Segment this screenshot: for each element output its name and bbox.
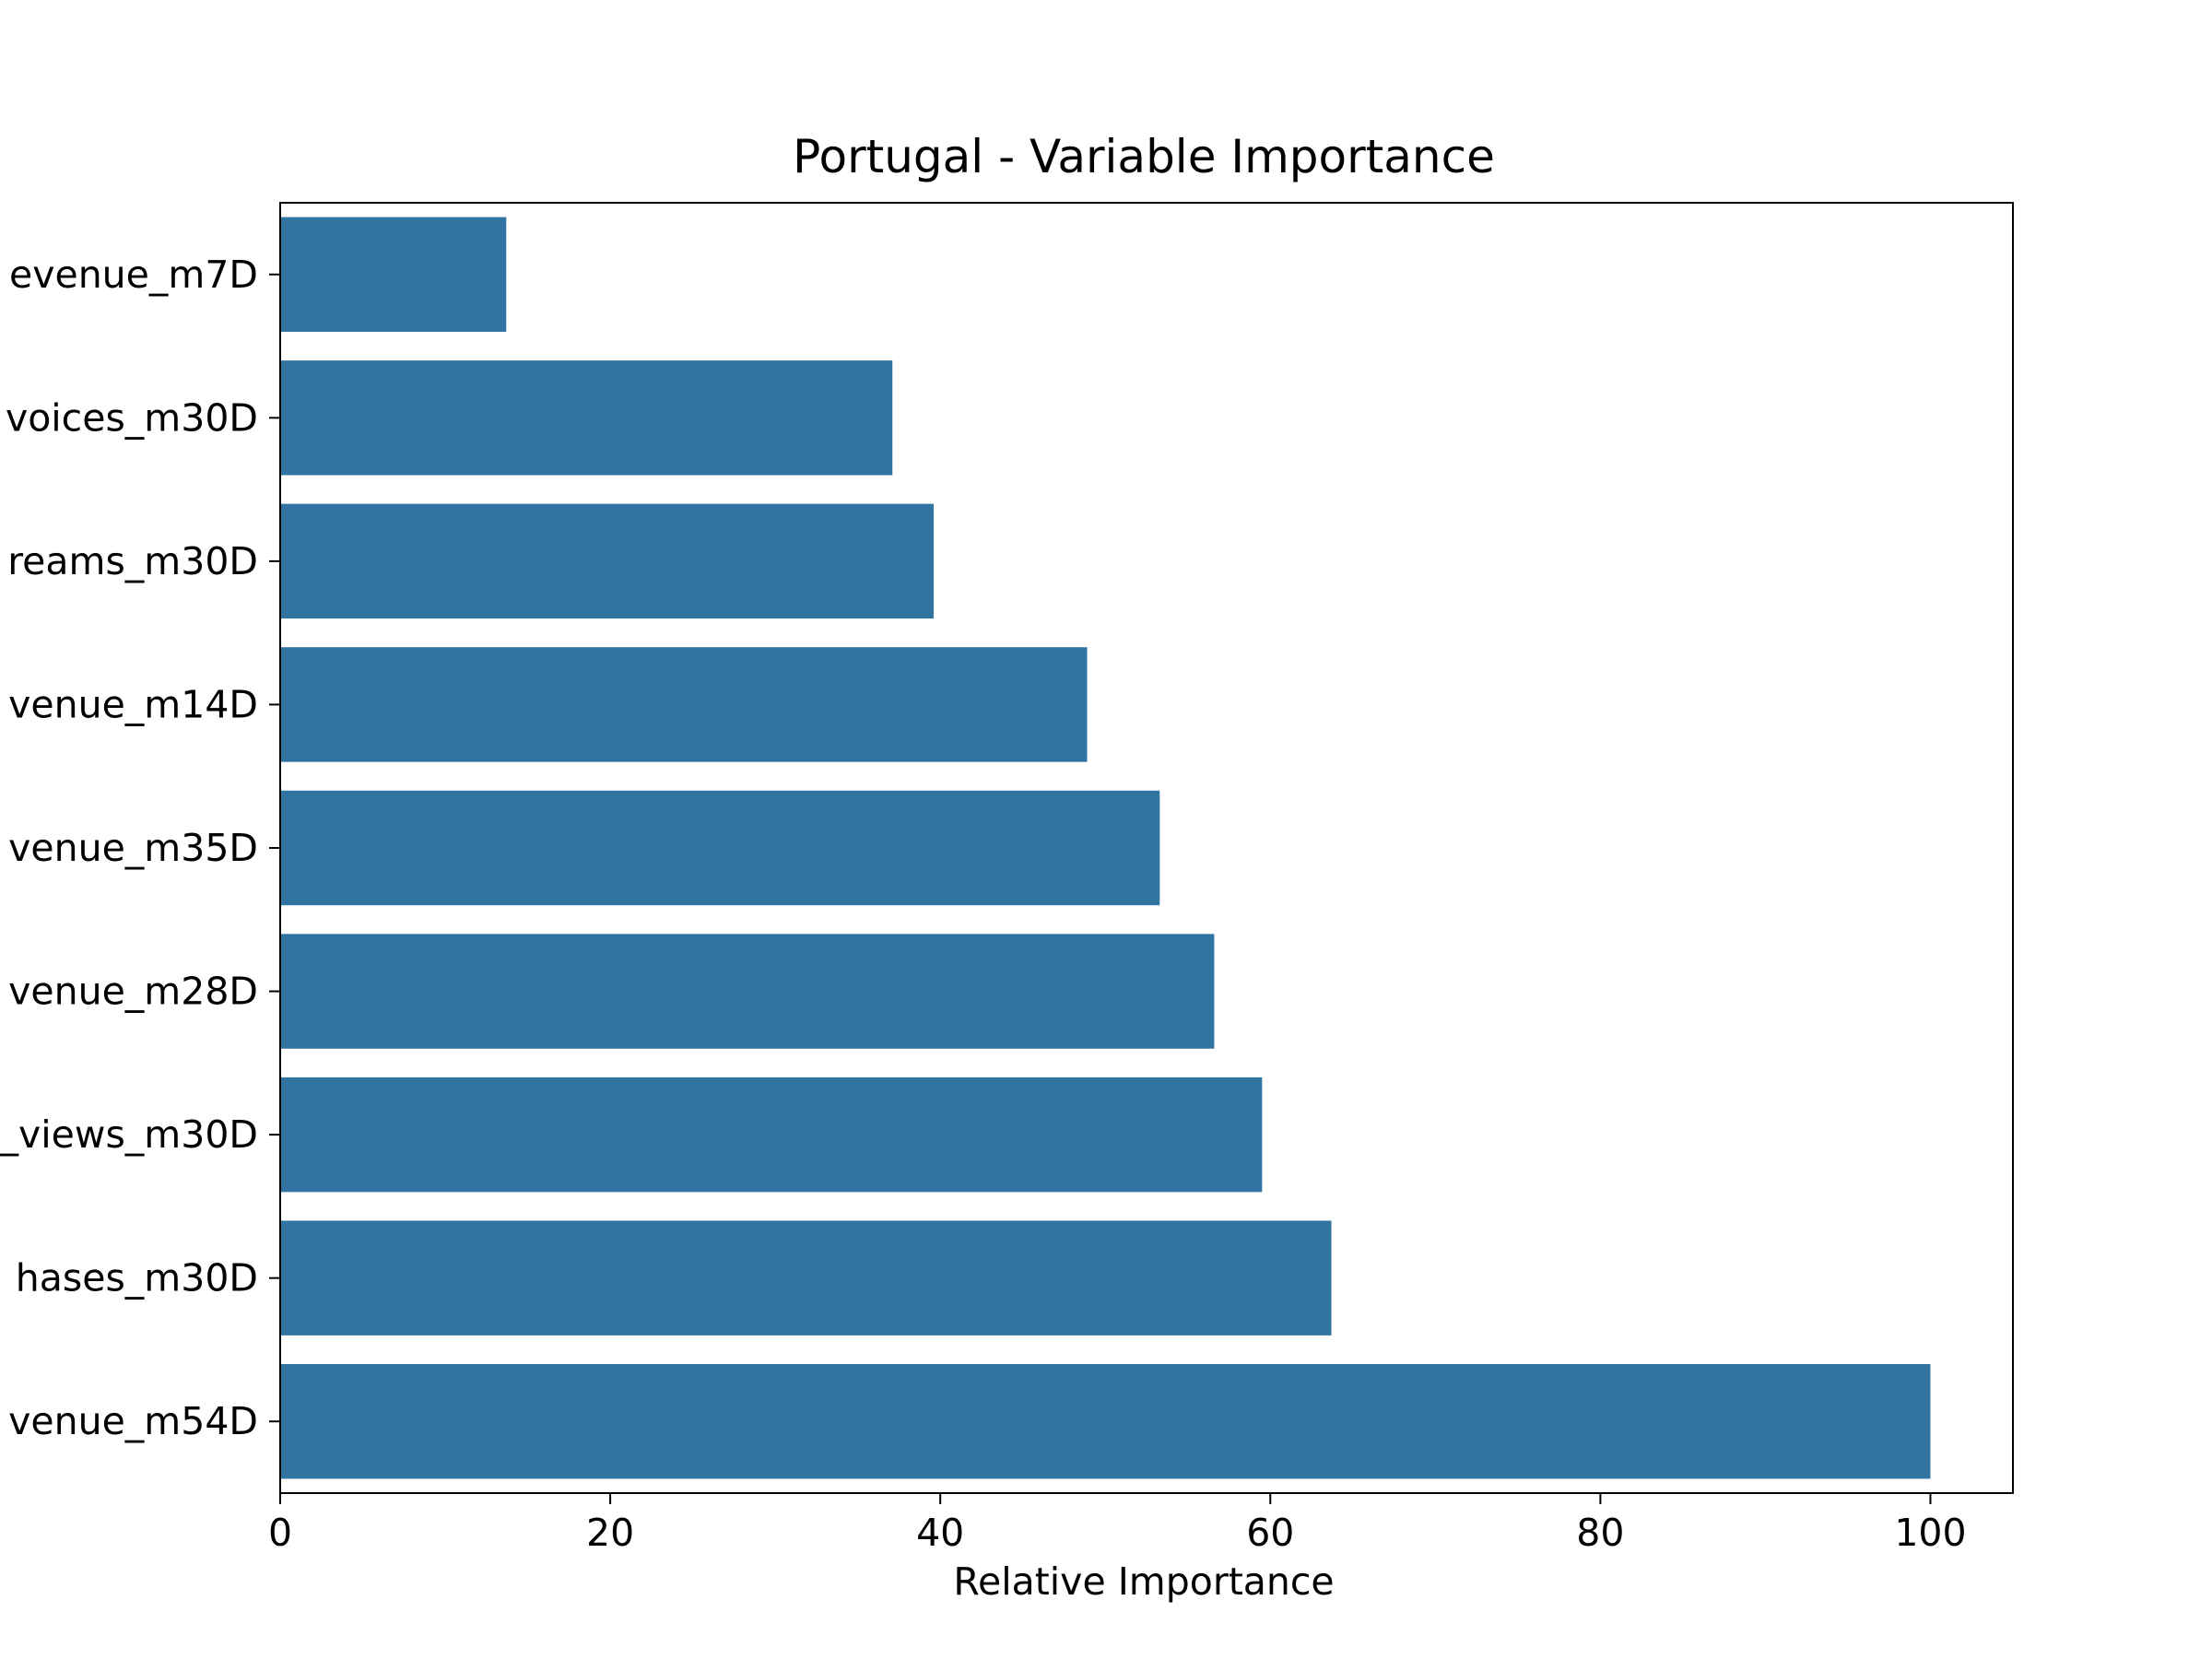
x-tick-label-2: 40 [916, 1511, 964, 1555]
bar-5 [280, 934, 1215, 1049]
bar-4 [280, 790, 1160, 906]
bar-7 [280, 1220, 1332, 1335]
bar-2 [280, 503, 935, 619]
x-axis-label: Relative Importance [953, 1559, 1334, 1604]
x-tick-label-1: 20 [586, 1511, 634, 1555]
bar-0 [280, 217, 507, 332]
x-tick-label-4: 80 [1576, 1511, 1624, 1555]
chart-title: Portugal - Variable Importance [793, 130, 1495, 183]
bar-1 [280, 360, 893, 476]
y-tick-label-8: venue_m54D [8, 1399, 258, 1443]
y-tick-label-7: hases_m30D [16, 1256, 258, 1300]
axes-frame [279, 202, 2014, 1494]
bar-8 [280, 1364, 1931, 1479]
y-tick-label-3: venue_m14D [8, 682, 258, 726]
x-tick-label-3: 60 [1246, 1511, 1294, 1555]
y-tick-label-2: reams_m30D [7, 539, 258, 583]
y-tick-label-4: venue_m35D [8, 826, 258, 870]
y-tick-label-1: voices_m30D [6, 395, 258, 440]
bars-layer [280, 217, 1931, 1479]
y-tick-label-0: evenue_m7D [9, 253, 258, 297]
bar-3 [280, 647, 1088, 762]
axes-layer: evenue_m7D voices_m30D reams_m30D venue_m14… [0, 202, 2014, 1555]
y-tick-label-6: _views_m30D [0, 1112, 258, 1157]
bar-6 [280, 1077, 1263, 1193]
x-tick-label-5: 100 [1894, 1511, 1966, 1555]
y-tick-label-5: venue_m28D [8, 970, 258, 1014]
x-tick-label-0: 0 [268, 1511, 292, 1555]
